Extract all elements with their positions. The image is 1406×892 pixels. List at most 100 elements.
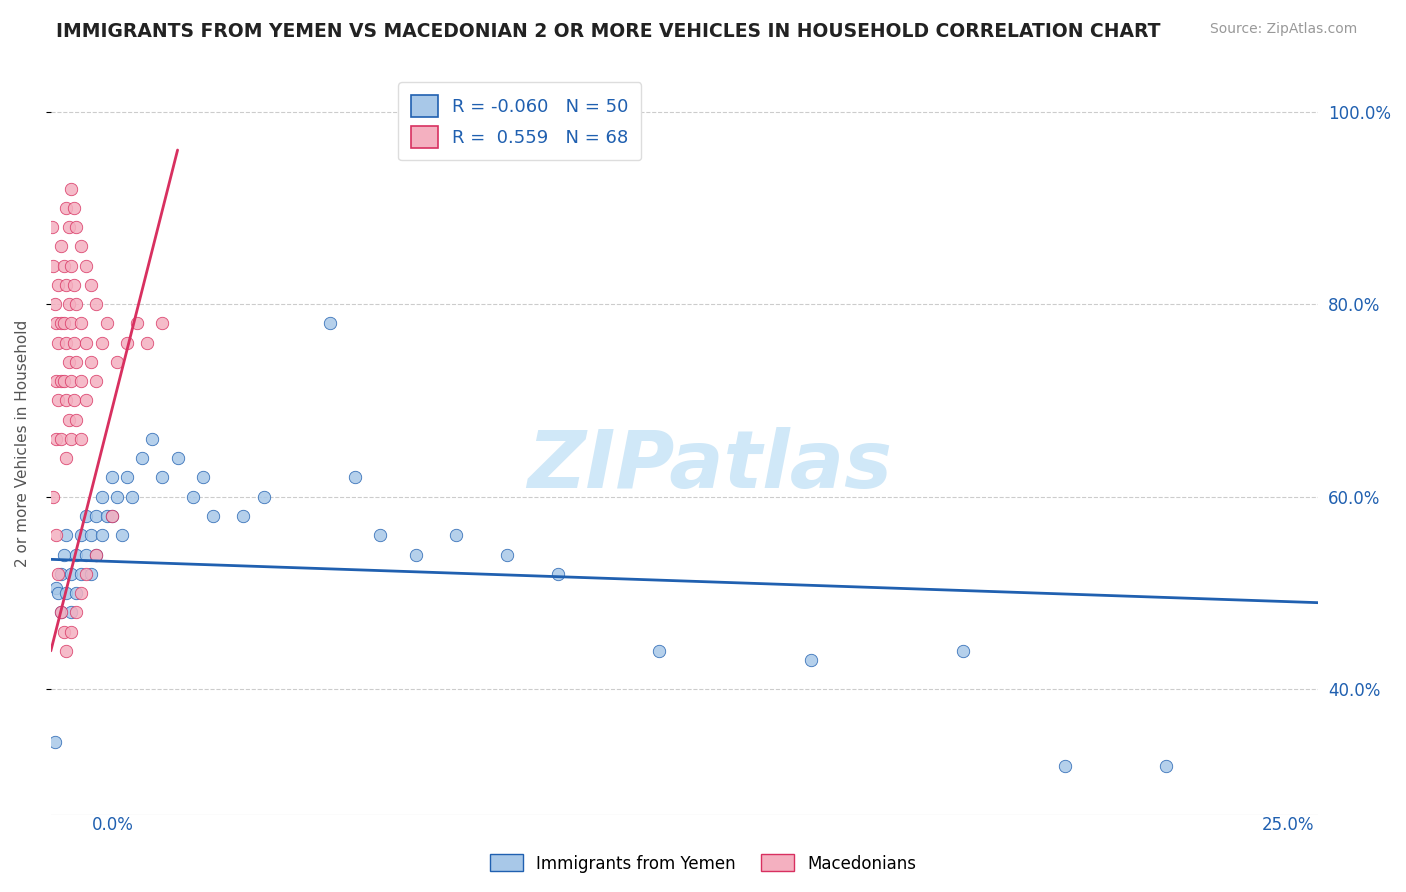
Point <box>115 335 138 350</box>
Legend: R = -0.060   N = 50, R =  0.559   N = 68: R = -0.060 N = 50, R = 0.559 N = 68 <box>398 82 641 161</box>
Point <box>1053 759 1076 773</box>
Point <box>65 297 87 311</box>
Point <box>52 374 75 388</box>
Point <box>58 220 80 235</box>
Point <box>52 548 75 562</box>
Point <box>86 548 108 562</box>
Point <box>49 239 72 253</box>
Point <box>65 355 87 369</box>
Point <box>96 508 118 523</box>
Point <box>60 624 83 639</box>
Point <box>191 470 214 484</box>
Point <box>48 586 70 600</box>
Text: 0.0%: 0.0% <box>91 816 134 834</box>
Point <box>648 644 671 658</box>
Point <box>90 490 112 504</box>
Point <box>44 735 66 749</box>
Point <box>58 297 80 311</box>
Point <box>70 317 93 331</box>
Point <box>166 451 188 466</box>
Point <box>75 548 97 562</box>
Point <box>125 317 148 331</box>
Point <box>65 548 87 562</box>
Point <box>65 413 87 427</box>
Point <box>100 508 122 523</box>
Point <box>202 508 225 523</box>
Point <box>49 605 72 619</box>
Point <box>70 528 93 542</box>
Point <box>131 451 153 466</box>
Point <box>60 605 83 619</box>
Point <box>253 490 276 504</box>
Text: IMMIGRANTS FROM YEMEN VS MACEDONIAN 2 OR MORE VEHICLES IN HOUSEHOLD CORRELATION : IMMIGRANTS FROM YEMEN VS MACEDONIAN 2 OR… <box>56 22 1161 41</box>
Point <box>52 317 75 331</box>
Point <box>150 470 173 484</box>
Point <box>52 259 75 273</box>
Point <box>100 508 122 523</box>
Point <box>60 432 83 446</box>
Point <box>45 581 67 595</box>
Point <box>44 297 66 311</box>
Point <box>42 490 65 504</box>
Point <box>86 374 108 388</box>
Point <box>41 220 63 235</box>
Point <box>952 644 974 658</box>
Point <box>86 297 108 311</box>
Point <box>48 277 70 292</box>
Point <box>62 335 84 350</box>
Point <box>181 490 204 504</box>
Point <box>55 393 77 408</box>
Point <box>60 181 83 195</box>
Point <box>70 432 93 446</box>
Point <box>45 432 67 446</box>
Point <box>547 566 569 581</box>
Point <box>370 528 392 542</box>
Point <box>105 355 128 369</box>
Point <box>48 335 70 350</box>
Point <box>90 335 112 350</box>
Point <box>90 528 112 542</box>
Point <box>115 470 138 484</box>
Point <box>62 393 84 408</box>
Text: ZIPatlas: ZIPatlas <box>527 427 893 505</box>
Point <box>60 259 83 273</box>
Point <box>80 566 103 581</box>
Point <box>121 490 143 504</box>
Point <box>48 566 70 581</box>
Point <box>49 374 72 388</box>
Point <box>344 470 367 484</box>
Point <box>55 644 77 658</box>
Point <box>58 355 80 369</box>
Point <box>60 317 83 331</box>
Text: Source: ZipAtlas.com: Source: ZipAtlas.com <box>1209 22 1357 37</box>
Point <box>65 220 87 235</box>
Legend: Immigrants from Yemen, Macedonians: Immigrants from Yemen, Macedonians <box>482 847 924 880</box>
Point <box>55 451 77 466</box>
Point <box>70 566 93 581</box>
Point <box>49 317 72 331</box>
Point <box>62 201 84 215</box>
Text: 25.0%: 25.0% <box>1263 816 1315 834</box>
Point <box>70 586 93 600</box>
Point <box>75 335 97 350</box>
Point <box>55 201 77 215</box>
Point <box>49 566 72 581</box>
Point <box>60 374 83 388</box>
Y-axis label: 2 or more Vehicles in Household: 2 or more Vehicles in Household <box>15 320 30 567</box>
Point <box>100 470 122 484</box>
Point <box>75 393 97 408</box>
Point <box>52 624 75 639</box>
Point <box>65 586 87 600</box>
Point <box>86 548 108 562</box>
Point <box>75 259 97 273</box>
Point <box>45 317 67 331</box>
Point <box>318 317 340 331</box>
Point <box>58 413 80 427</box>
Point <box>111 528 134 542</box>
Point <box>86 508 108 523</box>
Point <box>136 335 159 350</box>
Point <box>446 528 468 542</box>
Point <box>70 239 93 253</box>
Point <box>1154 759 1177 773</box>
Point <box>55 277 77 292</box>
